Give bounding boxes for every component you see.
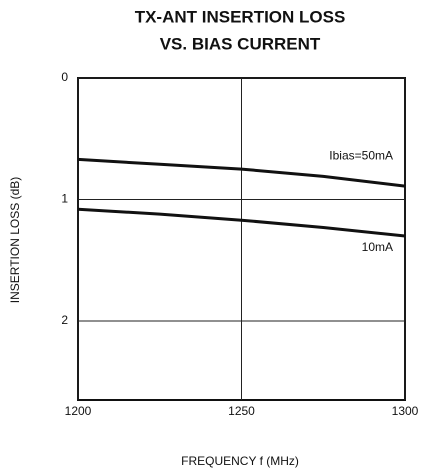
chart-title: VS. BIAS CURRENT	[160, 34, 321, 53]
series-line	[77, 207, 406, 238]
y-axis-label: INSERTION LOSS (dB)	[8, 177, 22, 303]
x-tick-label: 1250	[228, 404, 255, 418]
y-tick-label: 0	[61, 70, 68, 84]
y-tick-label: 2	[61, 313, 68, 327]
chart-title: TX-ANT INSERTION LOSS	[135, 7, 346, 26]
x-axis-label: FREQUENCY f (MHz)	[181, 454, 299, 468]
series-label: 10mA	[362, 240, 393, 254]
x-tick-label: 1300	[392, 404, 419, 418]
y-tick-label: 1	[61, 192, 68, 206]
series-line	[77, 157, 406, 188]
series-label: Ibias=50mA	[329, 148, 393, 162]
x-tick-label: 1200	[65, 404, 92, 418]
